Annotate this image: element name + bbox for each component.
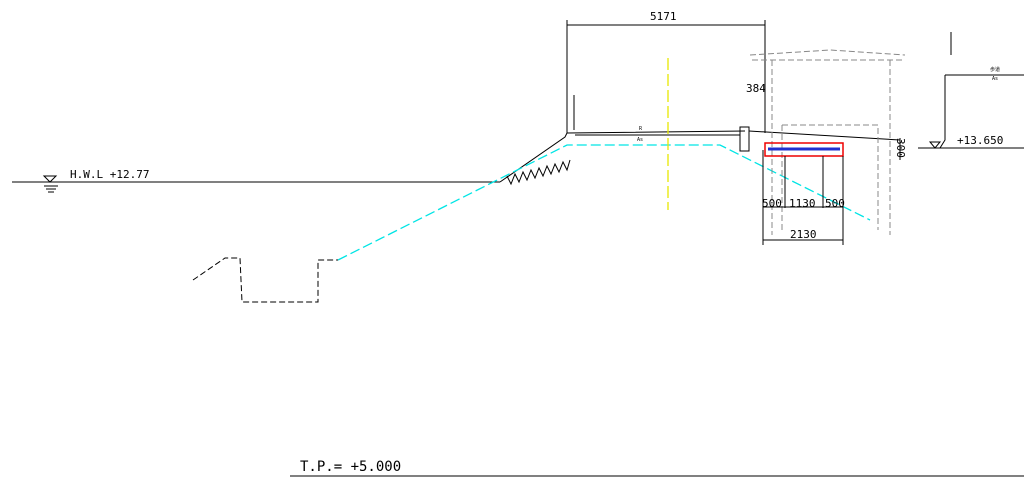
road-line <box>748 130 901 141</box>
revetment <box>506 159 571 186</box>
sidewalk: 歩道 <box>990 66 1000 73</box>
hwl-label: H.W.L +12.77 <box>70 168 149 181</box>
dim-seg3: 500 <box>825 197 845 210</box>
ground-line <box>499 130 746 183</box>
road-as: As <box>637 137 643 143</box>
water-symbol <box>42 175 58 193</box>
sidewalk-as: As <box>992 76 998 82</box>
dim-total: 2130 <box>790 228 817 241</box>
dim-lines <box>762 150 844 245</box>
structure <box>749 49 906 235</box>
road-r: R <box>639 126 643 132</box>
dim-height: 300 <box>894 138 907 158</box>
dim-seg1: 500 <box>762 197 782 210</box>
trench <box>192 257 338 303</box>
road-right <box>918 74 1024 149</box>
datum-label: T.P.= +5.000 <box>300 459 401 475</box>
plan-line <box>337 144 871 261</box>
dim-top: 5171 <box>650 10 677 23</box>
highlight <box>764 142 844 157</box>
curb <box>739 126 750 152</box>
dim-offset: 384 <box>746 82 766 95</box>
dim-seg2: 1130 <box>789 197 816 210</box>
road-level: +13.650 <box>957 134 1003 147</box>
